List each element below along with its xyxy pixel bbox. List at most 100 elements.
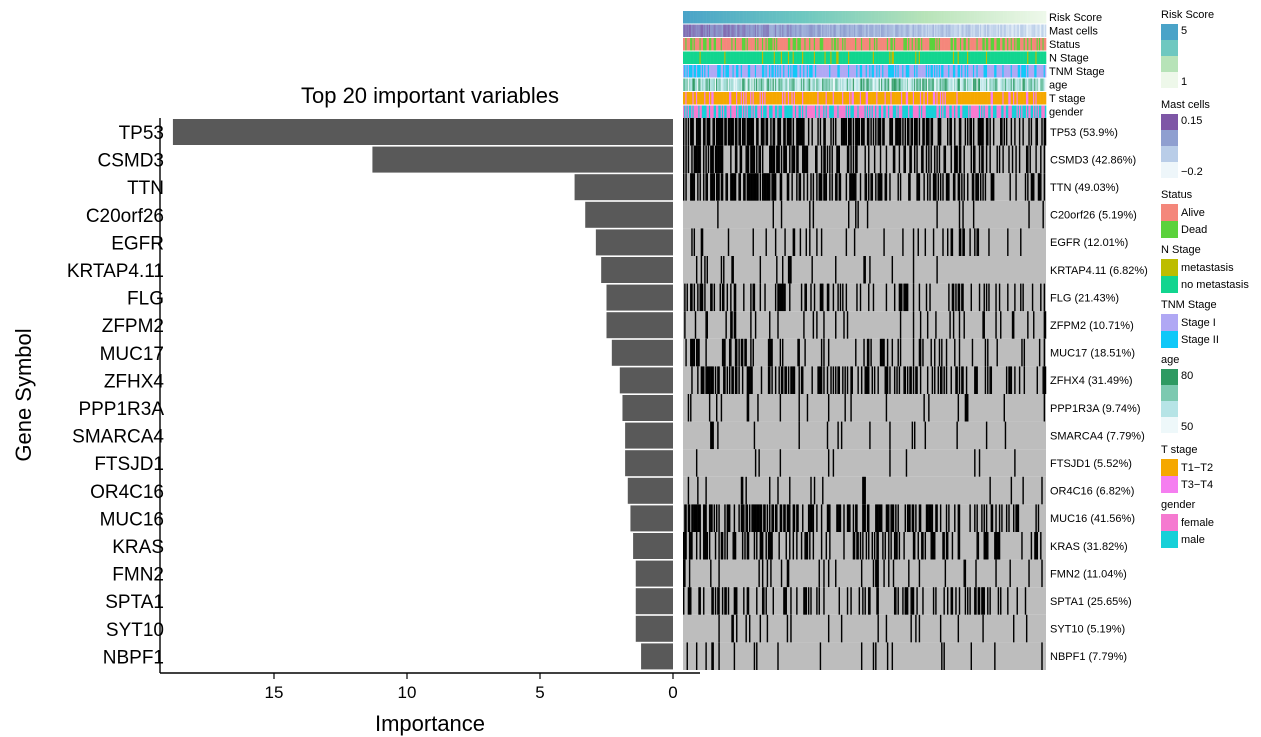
heatmap-row-label: SPTA1 (25.65%) [1050,596,1132,608]
track-cell [898,92,901,105]
track-cell [852,51,855,64]
track-cell [926,65,929,78]
track-cell [944,78,947,91]
track-cell [747,11,750,24]
track-cell [980,78,982,91]
mutation-cell [916,173,918,201]
mutation-cell [784,504,786,532]
track-cell [909,24,911,37]
track-cell [983,105,986,118]
mutation-cell [799,118,802,146]
track-cell [989,24,991,37]
mutation-cell [741,504,744,532]
mutation-cell [958,504,961,532]
track-cell [1038,105,1041,118]
track-cell [1037,51,1040,64]
mutation-cell [771,173,773,201]
mutation-cell [832,118,835,146]
track-cell [1023,51,1026,64]
track-cell [686,92,689,105]
track-cell [974,78,976,91]
track-cell [726,38,729,51]
track-cell [855,78,857,91]
track-cell [862,92,864,105]
mutation-cell [746,366,749,394]
mutation-cell [957,173,960,201]
track-cell [931,92,934,105]
mutation-cell [886,366,889,394]
track-cell [906,24,909,37]
track-cell [935,105,937,118]
track-cell [691,38,693,51]
mutation-cell [754,504,757,532]
track-cell [732,51,734,64]
mutation-cell [858,118,861,146]
track-cell [1028,105,1030,118]
mutation-cell [701,228,704,256]
track-cell [720,92,723,105]
track-cell [1004,78,1007,91]
track-cell [721,11,724,24]
mutation-cell [803,145,805,174]
track-cell [938,92,941,105]
mutation-cell [733,283,736,312]
track-cell [911,105,914,118]
mutation-cell [686,283,688,312]
track-cell [923,51,925,64]
mutation-cell [750,145,752,174]
track-cell [1000,38,1002,51]
track-cell [923,11,925,24]
mutation-cell [868,145,870,174]
track-cell [904,11,907,24]
track-cell [957,65,960,78]
mutation-cell [872,642,875,670]
track-cell [875,65,877,78]
mutation-cell [890,118,892,146]
track-cell [699,78,701,91]
track-cell [760,105,763,118]
track-cell [772,24,775,37]
track-cell [983,65,986,78]
mutation-cell [934,532,936,560]
track-cell [951,105,954,118]
track-cell [790,51,792,64]
track-cell [686,11,689,24]
track-cell [889,78,891,91]
mutation-cell [1043,366,1046,394]
track-cell [1035,38,1037,51]
track-cell [703,24,705,37]
track-cell [875,51,877,64]
track-cell [1034,105,1036,118]
track-cell [719,105,722,118]
mutation-cell [798,118,800,146]
track-cell [710,11,712,24]
track-cell [844,38,846,51]
track-cell [1020,38,1022,51]
track-cell [871,92,874,105]
track-cell [893,78,896,91]
legend-gradient-step [1161,146,1178,162]
track-cell [703,92,705,105]
mutation-cell [970,642,972,670]
track-cell [1036,78,1039,91]
track-cell [747,78,750,91]
track-cell [908,11,910,24]
track-cell [792,78,795,91]
track-cell [792,38,795,51]
track-cell [783,51,785,64]
track-cell [799,92,802,105]
track-cell [825,51,828,64]
mutation-cell [705,476,707,505]
mutation-cell [996,338,998,367]
track-cell [736,65,738,78]
heatmap-row [683,642,1046,670]
track-cell [800,92,803,105]
track-cell [713,38,716,51]
mutation-cell [694,145,697,174]
mutation-cell [872,559,875,588]
bar-flg [606,284,673,311]
track-cell [926,38,929,51]
mutation-cell [799,228,802,256]
mutation-cell [836,173,838,201]
track-cell [776,51,778,64]
